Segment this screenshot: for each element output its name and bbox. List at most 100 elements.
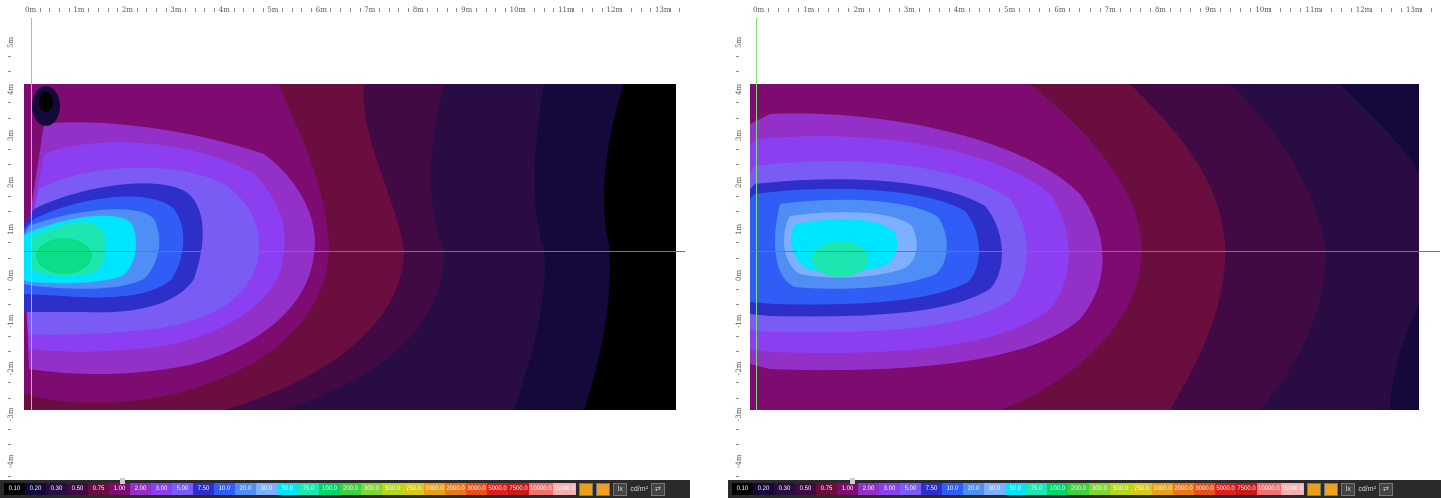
ruler-tick	[8, 304, 11, 306]
color-scale-swatch: 3.00	[879, 483, 900, 495]
color-scale-swatch: 1.00	[837, 483, 858, 495]
ruler-tick	[640, 8, 642, 12]
scale-marker[interactable]	[850, 478, 855, 484]
ruler-tick	[8, 117, 11, 119]
ruler-top-label: 0m	[25, 6, 37, 14]
ruler-top-label: 6m	[1054, 6, 1066, 14]
ruler-left-label: 5m	[735, 36, 743, 48]
ruler-tick	[8, 288, 11, 290]
ruler-left-label: -4m	[735, 454, 743, 468]
unit-toggle-button[interactable]: lx	[1341, 482, 1356, 496]
ruler-tick	[1069, 8, 1071, 12]
horizontal-guide-line[interactable]	[750, 251, 1440, 252]
ruler-tick	[1431, 8, 1433, 12]
ruler-top-label: 1m	[73, 6, 85, 14]
ruler-top-label: 3m	[903, 6, 915, 14]
ruler-tick	[543, 8, 545, 12]
ruler-tick	[838, 8, 840, 12]
ruler-tick	[736, 257, 739, 259]
ruler-tick	[8, 55, 11, 57]
ruler-tick	[553, 8, 555, 12]
color-scale-swatch: 10000.0	[529, 483, 553, 495]
ruler-tick	[194, 8, 196, 12]
ruler-tick	[88, 8, 90, 12]
palette-alt-icon[interactable]	[1324, 482, 1339, 496]
ruler-tick	[788, 8, 790, 12]
color-scale-bar: 0.10 0.20 0.30 0.50 0.75 1.00 2.00 3.00 5.00 7.50…	[0, 478, 690, 498]
ruler-tick	[928, 8, 930, 12]
ruler-top-label: 2m	[853, 6, 865, 14]
color-scale-swatch: 30.0	[256, 483, 277, 495]
ruler-tick	[252, 8, 254, 12]
horizontal-guide-line[interactable]	[24, 251, 685, 252]
color-scale-swatch: 10.0	[214, 483, 235, 495]
top-ruler: 0m 1m 2m 3m 4m 5m 6m 7m 8m 9m 10m 11m 12m 13m	[728, 0, 1441, 22]
color-scale-swatch: 5.00	[172, 483, 193, 495]
ruler-tick	[736, 211, 739, 213]
ruler-tick	[475, 8, 477, 12]
ruler-top-label: 8m	[412, 6, 424, 14]
swap-icon[interactable]: ⇄	[650, 482, 665, 496]
ruler-top-label: 2m	[121, 6, 134, 14]
palette-icon[interactable]	[1307, 482, 1322, 496]
ruler-tick	[736, 335, 739, 337]
color-scale-swatch: 75.0	[1026, 483, 1047, 495]
vertical-guide-line[interactable]	[31, 18, 32, 410]
ruler-top-label: 13m	[1406, 6, 1422, 14]
swap-icon[interactable]: ⇄	[1378, 482, 1393, 496]
palette-icon[interactable]	[579, 482, 594, 496]
color-scale-swatch: 3.00	[151, 483, 172, 495]
ruler-tick	[504, 8, 506, 12]
color-scale-swatch: 750.0	[403, 483, 424, 495]
color-scale-swatch: 1.00	[109, 483, 130, 495]
left-ruler: 5m 4m 3m 2m 1m 0m -1m -2m -3m -4m	[0, 0, 20, 493]
ruler-tick	[359, 8, 361, 12]
color-scale-swatch: 5000.0	[1215, 483, 1236, 495]
ruler-tick	[495, 8, 497, 12]
ruler-tick	[1119, 8, 1121, 12]
ruler-tick	[8, 211, 11, 213]
ruler-tick	[262, 8, 264, 12]
ruler-tick	[1169, 8, 1171, 12]
ruler-tick	[736, 397, 739, 399]
ruler-tick	[989, 8, 991, 12]
color-scale-swatch: 100.0	[1047, 483, 1068, 495]
ruler-tick	[8, 148, 11, 150]
ruler-left-label: 4m	[735, 83, 743, 95]
ruler-top-label: 12m	[1355, 6, 1372, 14]
ruler-tick	[437, 8, 439, 12]
ruler-tick	[1350, 8, 1352, 12]
ruler-tick	[868, 8, 870, 12]
color-scale-swatch: 5000.0	[487, 483, 508, 495]
unit-label: cd/m²	[1358, 485, 1376, 493]
ruler-tick	[888, 8, 890, 12]
ruler-tick	[1129, 8, 1131, 12]
ruler-tick	[1220, 8, 1222, 12]
ruler-tick	[97, 8, 99, 12]
color-scale-swatch: 50.0	[277, 483, 298, 495]
ruler-top-label: 3m	[170, 6, 182, 14]
ruler-tick	[156, 8, 157, 12]
ruler-top-label: 1m	[803, 6, 815, 14]
left-viewport[interactable]: 0m 1m 2m 3m 4m 5m 6m 7m 8m 9m 10m 11m 12m 13m 5m 4m 3m 2…	[0, 0, 690, 498]
ruler-tick	[427, 8, 429, 12]
vertical-guide-line[interactable]	[756, 18, 757, 410]
unit-toggle-button[interactable]: lx	[613, 482, 628, 496]
color-scale-swatch: 300.0	[1089, 483, 1110, 495]
color-scale-swatch: 3000.0	[1194, 483, 1215, 495]
right-viewport[interactable]: 0m 1m 2m 3m 4m 5m 6m 7m 8m 9m 10m 11m 12m 13m 5m 4m 3m 2…	[728, 0, 1441, 498]
ruler-tick	[1290, 8, 1292, 12]
color-scale-swatch: 15000.0	[1280, 483, 1305, 495]
color-scale-swatch: 0.10	[732, 483, 753, 495]
color-scale-swatch: 7.50	[921, 483, 942, 495]
palette-alt-icon[interactable]	[596, 482, 611, 496]
scale-marker[interactable]	[120, 478, 125, 484]
ruler-tick	[301, 8, 303, 12]
ruler-left-label: 5m	[7, 36, 15, 48]
luminance-contour-plot[interactable]	[750, 84, 1419, 410]
ruler-tick	[1370, 8, 1372, 12]
luminance-contour-plot[interactable]	[24, 84, 676, 410]
color-scale-swatch: 20.0	[235, 483, 256, 495]
ruler-top-label: 7m	[364, 6, 376, 14]
ruler-tick	[1320, 8, 1322, 12]
